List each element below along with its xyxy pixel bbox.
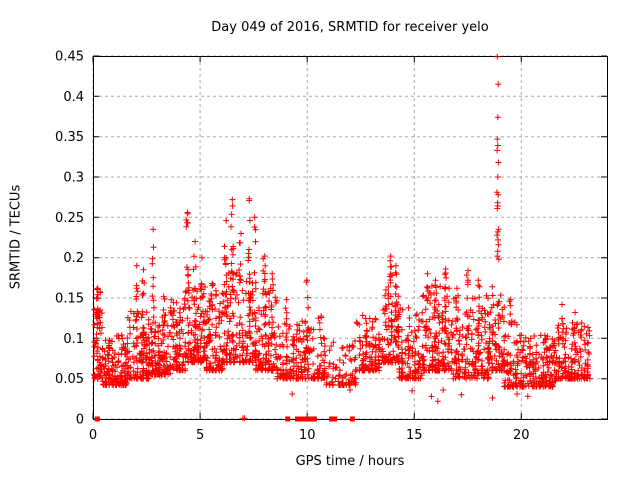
y-tick-label: 0.45 bbox=[55, 50, 84, 65]
y-tick-label: 0.25 bbox=[55, 211, 84, 226]
y-tick-label: 0 bbox=[76, 413, 84, 428]
x-tick-label: 0 bbox=[89, 428, 97, 443]
x-tick-label: 5 bbox=[196, 428, 204, 443]
x-tick-label: 10 bbox=[299, 428, 316, 443]
y-tick-label: 0.05 bbox=[55, 372, 84, 387]
zero-markers bbox=[94, 416, 355, 422]
x-tick-label: 15 bbox=[406, 428, 423, 443]
x-axis-label: GPS time / hours bbox=[295, 454, 405, 469]
chart-title: Day 049 of 2016, SRMTID for receiver yel… bbox=[211, 20, 489, 35]
y-tick-label: 0.3 bbox=[63, 171, 84, 186]
y-tick-label: 0.2 bbox=[63, 251, 84, 266]
y-tick-label: 0.35 bbox=[55, 130, 84, 145]
x-tick-label: 20 bbox=[513, 428, 530, 443]
y-tick-label: 0.1 bbox=[63, 332, 84, 347]
y-tick-label: 0.4 bbox=[63, 90, 84, 105]
y-tick-label: 0.15 bbox=[55, 292, 84, 307]
data-points bbox=[91, 53, 593, 422]
